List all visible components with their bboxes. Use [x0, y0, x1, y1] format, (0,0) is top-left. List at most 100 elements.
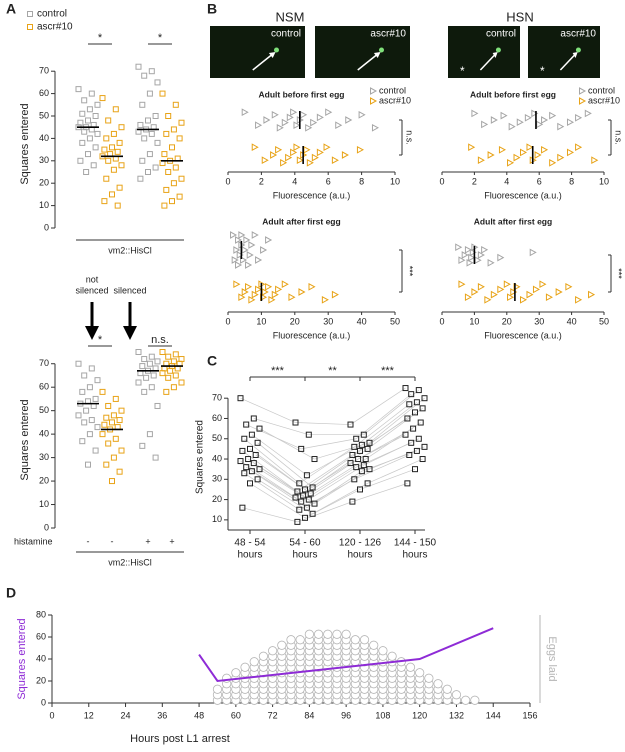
y-tick-label: 0	[41, 697, 46, 707]
point	[408, 391, 415, 398]
point	[293, 143, 301, 152]
point	[94, 101, 101, 108]
point	[566, 148, 575, 157]
point	[116, 184, 123, 191]
point	[256, 466, 263, 473]
point	[243, 421, 250, 428]
point	[419, 456, 426, 463]
point	[300, 110, 308, 119]
point	[112, 435, 119, 442]
x-tick-label: 0	[439, 316, 444, 326]
point	[148, 130, 155, 137]
pair-line	[369, 397, 425, 444]
point	[141, 356, 148, 363]
point	[118, 407, 125, 414]
histamine-sign: +	[145, 536, 150, 546]
egg-column	[405, 662, 416, 705]
group-label: vm2::HisCl	[108, 245, 152, 255]
x-tick-label: 10	[256, 316, 266, 326]
point	[178, 119, 185, 126]
point	[145, 117, 151, 124]
point	[309, 484, 316, 491]
x-tick-label: 2	[472, 176, 477, 186]
arrow-head	[123, 326, 137, 340]
point	[105, 117, 112, 124]
egg	[405, 662, 416, 672]
point	[116, 417, 123, 424]
arrow	[559, 53, 577, 71]
pair-line	[350, 387, 406, 425]
x-tick-label: 30	[323, 316, 333, 326]
x-tick-label: 144 - 150	[394, 538, 437, 549]
x-tick-label: hours	[237, 550, 262, 561]
point	[159, 349, 166, 355]
point	[241, 288, 249, 296]
arrow	[357, 53, 379, 71]
x-tick-label: 72	[268, 710, 278, 720]
pair-line	[257, 479, 313, 515]
point	[88, 417, 95, 424]
egg	[369, 640, 379, 650]
point	[86, 106, 93, 113]
y-axis-label: Squares entered	[19, 399, 31, 480]
point	[484, 295, 492, 304]
y-tick-label: 40	[39, 429, 49, 439]
point	[294, 488, 301, 495]
neuron-glow	[274, 47, 279, 53]
point	[265, 282, 273, 291]
point	[566, 118, 575, 127]
pair-line	[244, 472, 300, 511]
x-tick-label: 20	[502, 316, 512, 326]
point	[245, 261, 253, 269]
y-tick-label: 0	[44, 522, 49, 532]
point	[248, 295, 256, 304]
legend-label: control	[379, 85, 406, 95]
point	[143, 374, 150, 381]
x-tick-label: 40	[567, 316, 577, 326]
x-tick-label: 0	[225, 176, 230, 186]
histamine-sign: -	[111, 536, 114, 546]
point	[148, 353, 155, 360]
point	[170, 180, 177, 187]
point	[260, 293, 268, 302]
arrow	[252, 53, 274, 71]
egg	[341, 629, 351, 639]
y-tick-label: 20	[39, 178, 49, 188]
pair-line	[301, 438, 357, 450]
point	[101, 198, 108, 205]
egg-column	[415, 668, 425, 705]
x-tick-label: 4	[504, 176, 509, 186]
x-tick-label: 24	[121, 710, 131, 720]
pair-line	[242, 507, 298, 523]
point	[351, 443, 358, 450]
point	[302, 486, 308, 493]
egg	[212, 684, 223, 694]
point	[302, 514, 308, 521]
point	[294, 518, 301, 525]
point	[118, 447, 125, 454]
point	[325, 108, 333, 117]
point	[349, 451, 356, 458]
point	[88, 365, 95, 372]
x-tick-label: hours	[347, 550, 372, 561]
point	[408, 439, 415, 446]
point	[497, 253, 505, 262]
point	[410, 425, 417, 432]
point	[246, 251, 254, 259]
point	[321, 295, 329, 304]
point	[477, 156, 485, 165]
point	[353, 435, 360, 442]
point	[239, 504, 246, 511]
y-tick-label: 40	[36, 653, 46, 663]
point	[292, 419, 299, 426]
point	[167, 367, 174, 374]
point	[579, 87, 587, 95]
point	[27, 24, 33, 30]
point	[105, 440, 112, 447]
point	[105, 157, 112, 164]
x-tick-label: 0	[49, 710, 54, 720]
point	[146, 151, 153, 158]
point	[248, 241, 256, 249]
y-axis-label: Squares entered	[19, 103, 31, 184]
egg-column	[461, 695, 471, 705]
